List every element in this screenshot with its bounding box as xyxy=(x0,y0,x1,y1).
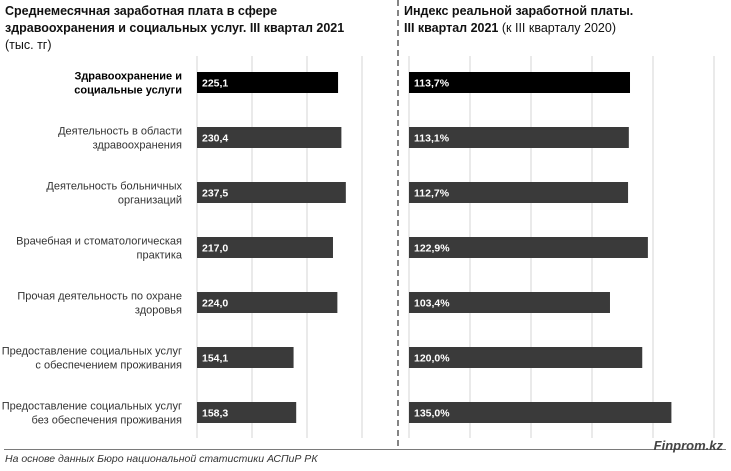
category-label: Прочая деятельность по охране здоровья xyxy=(17,291,182,317)
left-chart-title-unit: (тыс. тг) xyxy=(5,38,52,52)
right-chart-title-base: (к III кварталу 2020) xyxy=(498,21,616,35)
right-value-label: 113,1% xyxy=(414,133,450,145)
left-bar xyxy=(197,292,338,313)
right-bar xyxy=(409,402,672,423)
left-value-label: 158,3 xyxy=(202,408,228,420)
category-label: Предоставление социальных услуг с обеспеч… xyxy=(2,346,182,372)
left-bar xyxy=(197,182,346,203)
source-note: На основе данных Бюро национальной стати… xyxy=(5,453,318,465)
right-chart-title-line1: Индекс реальной заработной платы. xyxy=(404,4,634,18)
left-chart-title-bold: Среднемесячная заработная плата в сфере … xyxy=(5,4,345,35)
left-value-label: 154,1 xyxy=(202,353,228,365)
left-bar xyxy=(197,402,297,423)
category-label: Здравоохранение и социальные услуги xyxy=(74,71,182,97)
footer-divider xyxy=(4,449,726,450)
left-value-label: 217,0 xyxy=(202,243,228,255)
left-bar xyxy=(197,127,342,148)
right-chart-title-line2: III квартал 2021 xyxy=(404,21,499,35)
left-bar xyxy=(197,237,333,258)
category-label: Деятельность больничных организаций xyxy=(46,181,182,207)
right-bar xyxy=(409,182,629,203)
left-value-label: 224,0 xyxy=(202,298,228,310)
right-value-label: 103,4% xyxy=(414,298,450,310)
left-bar xyxy=(197,347,294,368)
left-chart-title: Среднемесячная заработная плата в сфере … xyxy=(5,3,345,54)
right-value-label: 122,9% xyxy=(414,243,450,255)
category-label: Деятельность в области здравоохранения xyxy=(58,126,182,152)
brand-logo: Finprom.kz xyxy=(653,438,723,453)
left-value-label: 225,1 xyxy=(202,78,228,90)
left-value-label: 237,5 xyxy=(202,188,228,200)
right-bar xyxy=(409,72,631,93)
right-bar xyxy=(409,127,629,148)
right-chart-title: Индекс реальной заработной платы. III кв… xyxy=(404,3,724,37)
left-value-label: 230,4 xyxy=(202,133,228,145)
left-bar xyxy=(197,72,339,93)
right-bar xyxy=(409,347,643,368)
category-label: Предоставление социальных услуг без обесп… xyxy=(2,401,182,427)
right-value-label: 113,7% xyxy=(414,78,450,90)
right-value-label: 120,0% xyxy=(414,353,450,365)
right-value-label: 135,0% xyxy=(414,408,450,420)
right-bar xyxy=(409,292,610,313)
category-label: Врачебная и стоматологическая практика xyxy=(16,236,183,262)
right-value-label: 112,7% xyxy=(414,188,450,200)
right-bar xyxy=(409,237,648,258)
